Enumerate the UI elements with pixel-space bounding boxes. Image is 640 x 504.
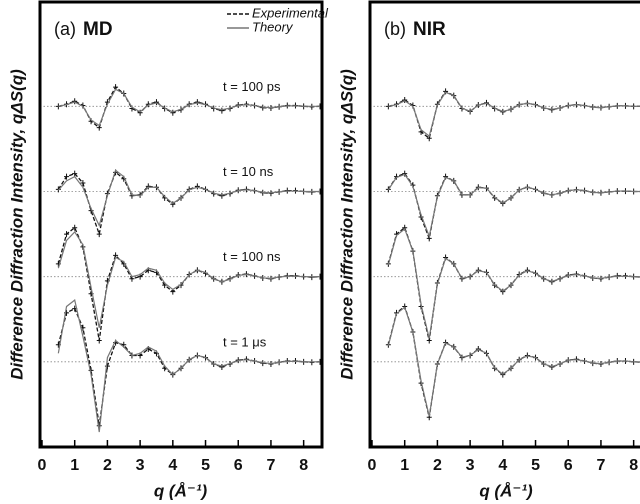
theory-curve <box>57 299 320 433</box>
x-axis-title: q (Å⁻¹) <box>479 481 533 500</box>
x-tick-label: 4 <box>498 457 507 474</box>
legend-label: Theory <box>252 19 294 34</box>
x-tick-label: 8 <box>629 457 638 474</box>
data-point <box>72 98 78 105</box>
data-point <box>194 183 200 190</box>
data-point <box>96 231 102 238</box>
data-point <box>72 170 78 177</box>
x-tick-label: 2 <box>103 457 112 474</box>
theory-curve <box>57 230 320 328</box>
x-tick-label: 1 <box>400 457 409 474</box>
theory-curve <box>58 88 320 127</box>
y-axis-title: Difference Diffraction Intensity, qΔS(q) <box>7 69 26 380</box>
theory-curve <box>388 91 640 138</box>
data-point <box>96 337 102 344</box>
panel-label: (a) <box>54 19 76 39</box>
x-tick-label: 3 <box>466 457 475 474</box>
data-point <box>170 109 176 116</box>
theory-curve <box>57 169 320 228</box>
data-point <box>64 231 70 238</box>
y-axis-title: Difference Diffraction Intensity, qΔS(q) <box>337 69 356 380</box>
x-tick-label: 8 <box>299 457 308 474</box>
data-point <box>402 96 408 103</box>
theory-curve <box>387 306 640 417</box>
x-tick-label: 7 <box>596 457 605 474</box>
experimental-curve <box>57 171 321 237</box>
x-tick-label: 6 <box>234 457 243 474</box>
data-point <box>72 224 78 231</box>
x-tick-label: 5 <box>531 457 540 474</box>
trace-label: t = 1 μs <box>223 334 267 349</box>
data-point <box>219 363 225 370</box>
data-point <box>443 88 449 95</box>
experimental-curve <box>388 90 640 140</box>
plot-frame <box>368 0 640 449</box>
x-tick-label: 5 <box>201 457 210 474</box>
data-point <box>104 363 110 370</box>
x-axis-title: q (Å⁻¹) <box>154 481 208 500</box>
x-tick-label: 3 <box>136 457 145 474</box>
panel-label: (b) <box>384 19 406 39</box>
data-point <box>153 99 159 106</box>
panel-title: MD <box>83 19 113 40</box>
legend-label: Experimental <box>252 5 329 20</box>
x-tick-label: 0 <box>368 457 377 474</box>
panel-title: NIR <box>413 19 446 40</box>
x-tick-label: 2 <box>433 457 442 474</box>
data-point <box>194 99 200 106</box>
x-tick-label: 6 <box>564 457 573 474</box>
data-point <box>219 192 225 199</box>
data-point <box>219 107 225 114</box>
data-point <box>137 109 143 116</box>
x-tick-label: 1 <box>70 457 79 474</box>
theory-curve <box>387 173 640 239</box>
plot-frame <box>38 0 324 449</box>
data-point <box>64 173 70 180</box>
plot-area <box>40 84 322 433</box>
x-tick-label: 0 <box>38 457 47 474</box>
x-tick-label: 7 <box>266 457 275 474</box>
plot-area <box>370 88 640 421</box>
x-tick-label: 4 <box>168 457 177 474</box>
data-point <box>402 170 408 177</box>
experimental-curve <box>58 86 321 129</box>
trace-label: t = 100 ns <box>223 249 281 264</box>
data-point <box>145 183 151 190</box>
experimental-curve <box>57 226 321 341</box>
data-point <box>426 337 432 344</box>
trace-label: t = 100 ps <box>223 79 281 94</box>
trace-label: t = 10 ns <box>223 164 274 179</box>
data-point <box>80 179 86 186</box>
theory-curve <box>387 227 640 339</box>
experimental-curve <box>57 307 321 426</box>
data-point <box>170 201 176 208</box>
